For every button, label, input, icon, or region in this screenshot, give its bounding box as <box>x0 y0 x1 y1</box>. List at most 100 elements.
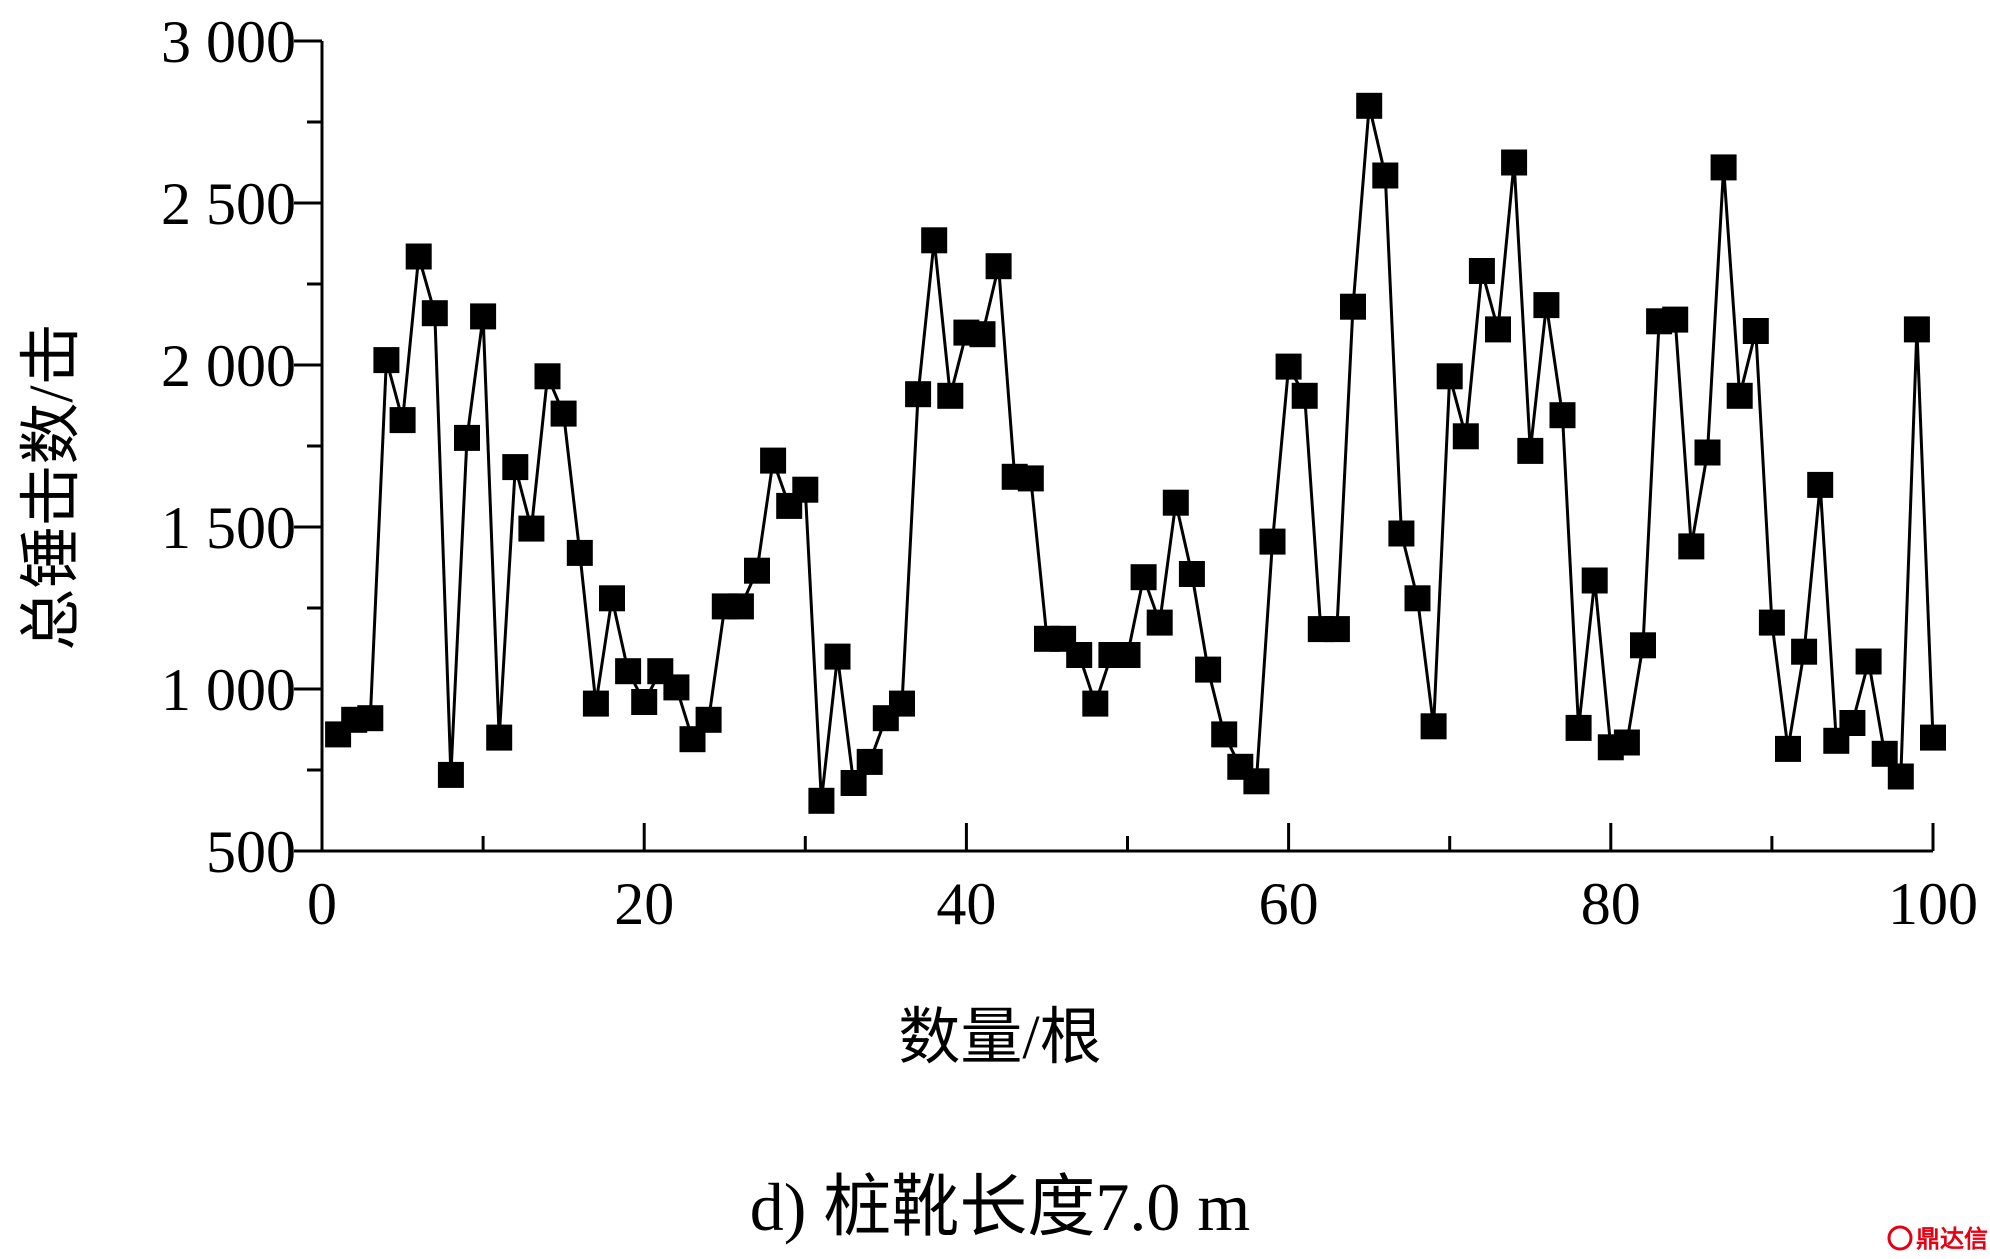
data-point <box>1420 713 1447 740</box>
data-point <box>389 407 416 434</box>
data-point <box>357 705 384 732</box>
data-point <box>502 454 529 481</box>
chart-axes <box>294 39 1935 853</box>
watermark-logo: 鼎达信 <box>1887 1225 1988 1253</box>
data-point <box>1710 154 1737 181</box>
data-point <box>518 515 545 542</box>
y-tick-label: 1 000 <box>161 657 296 723</box>
data-point <box>1791 638 1818 665</box>
data-point <box>1356 92 1383 119</box>
data-point <box>969 321 996 348</box>
y-tick-label: 3 000 <box>161 9 296 75</box>
data-point <box>1452 423 1479 450</box>
data-point <box>1807 471 1834 498</box>
data-point <box>421 300 448 327</box>
x-tick-label: 0 <box>307 871 337 937</box>
chart-labels: 500 1 000 1 500 2 000 2 500 3 000 0 20 40 60 80 100 <box>161 9 1978 937</box>
data-point <box>921 227 948 254</box>
data-point <box>1275 353 1302 380</box>
data-point <box>373 347 400 374</box>
y-tick-label: 500 <box>206 819 296 885</box>
data-point <box>889 690 915 717</box>
data-point <box>454 424 480 451</box>
data-point <box>1678 533 1705 560</box>
data-point <box>1533 292 1560 319</box>
x-tick-label: 60 <box>1259 871 1319 937</box>
y-axis-title: 总锤击数/击 <box>18 323 86 650</box>
watermark-text: 鼎达信 <box>1916 1225 1988 1253</box>
data-point <box>1501 149 1528 176</box>
x-tick-label: 80 <box>1581 871 1641 937</box>
data-point <box>1291 382 1318 409</box>
data-point <box>985 253 1012 280</box>
data-point <box>1549 402 1576 429</box>
watermark-icon <box>1887 1225 1913 1251</box>
data-point <box>937 382 964 409</box>
data-point <box>760 447 787 474</box>
data-point <box>1211 721 1238 748</box>
y-tick-label: 2 500 <box>161 171 296 237</box>
data-point <box>1436 363 1463 390</box>
data-point <box>1146 609 1173 636</box>
data-point <box>856 748 883 775</box>
data-point <box>1372 162 1399 189</box>
data-point <box>808 787 835 814</box>
y-tick-label: 2 000 <box>161 333 296 399</box>
figure-caption: d) 桩靴长度7.0 m <box>750 1169 1251 1245</box>
data-point <box>1613 729 1640 756</box>
data-point <box>663 674 690 701</box>
data-point <box>1726 382 1753 409</box>
data-point <box>1742 318 1769 344</box>
data-point <box>695 706 722 733</box>
data-point <box>470 303 497 330</box>
data-point <box>1485 316 1511 343</box>
data-point <box>1388 520 1415 547</box>
data-point <box>905 381 932 408</box>
data-point <box>582 690 609 717</box>
data-point <box>1565 714 1592 741</box>
x-axis-title: 数量/根 <box>898 1004 1101 1072</box>
data-point <box>1195 656 1222 683</box>
data-point <box>744 557 770 584</box>
x-tick-label: 100 <box>1888 871 1978 937</box>
data-point <box>824 643 851 670</box>
data-point <box>1114 642 1141 668</box>
data-point <box>1340 293 1366 320</box>
series-line <box>337 104 1935 803</box>
data-point <box>534 363 561 390</box>
data-point <box>405 243 432 270</box>
data-point <box>1259 528 1286 555</box>
data-point <box>550 400 577 427</box>
data-point <box>1839 710 1866 736</box>
data-point <box>1694 439 1721 466</box>
data-point <box>1082 690 1109 717</box>
data-point <box>1855 648 1882 675</box>
data-point <box>1903 316 1930 343</box>
y-tick-label: 1 500 <box>161 495 296 561</box>
data-point <box>631 689 658 715</box>
data-point <box>1323 616 1350 643</box>
data-point <box>1468 258 1495 284</box>
data-point <box>486 724 513 751</box>
data-point <box>1775 735 1801 762</box>
x-tick-label: 40 <box>936 871 996 937</box>
data-point <box>615 658 642 685</box>
data-point <box>1130 564 1157 591</box>
data-point <box>1066 642 1093 668</box>
data-point <box>1243 768 1270 795</box>
data-point <box>1871 740 1898 767</box>
data-point <box>1178 561 1205 587</box>
chart-series <box>325 92 1946 814</box>
data-point <box>1581 567 1608 594</box>
data-point <box>1758 609 1785 636</box>
data-point <box>1662 306 1689 333</box>
data-point <box>1017 465 1044 492</box>
data-point <box>1404 585 1431 612</box>
data-point <box>1630 632 1656 659</box>
data-point <box>792 476 819 503</box>
x-tick-label: 20 <box>614 871 674 937</box>
data-point <box>437 761 464 788</box>
data-point <box>1162 489 1189 516</box>
data-point <box>727 593 754 620</box>
